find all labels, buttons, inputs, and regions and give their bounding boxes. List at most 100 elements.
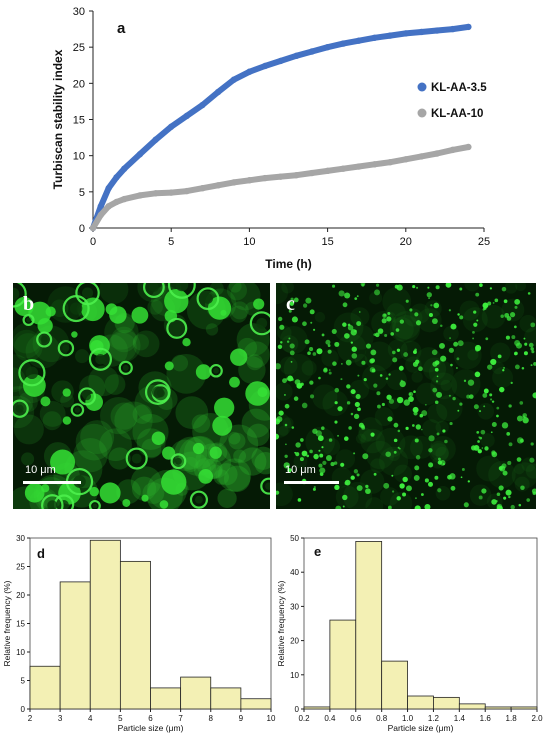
small-droplet (361, 360, 366, 365)
small-droplet (337, 406, 343, 412)
small-droplet (373, 472, 377, 476)
small-droplet (354, 329, 357, 333)
small-droplet (286, 340, 290, 343)
y-tick-label: 15 (73, 115, 85, 127)
small-droplet (499, 386, 505, 393)
haze-blob (388, 449, 401, 462)
haze-blob (430, 440, 447, 457)
haze-blob (281, 335, 299, 353)
haze-blob (370, 458, 385, 474)
small-droplet (491, 400, 495, 403)
x-tick-label: 5 (168, 236, 174, 248)
small-droplet (383, 482, 390, 489)
small-droplet (473, 404, 479, 410)
y-tick-label: 20 (16, 591, 25, 600)
haze-blob (513, 463, 525, 475)
small-droplet (291, 316, 298, 323)
small-droplet (416, 286, 419, 289)
haze-blob (335, 449, 356, 469)
small-droplet (393, 450, 397, 454)
x-tick-label: 2.0 (531, 714, 543, 723)
small-droplet (387, 312, 391, 315)
small-droplet (342, 302, 348, 308)
small-droplet (421, 410, 428, 417)
haze-blob (429, 435, 456, 462)
small-droplet (291, 378, 294, 381)
small-droplet (437, 488, 442, 493)
small-droplet (501, 286, 507, 292)
small-droplet (313, 328, 316, 331)
small-droplet (487, 364, 493, 370)
small-droplet (328, 371, 332, 375)
y-axis-title: Relative frequency (%) (276, 580, 286, 666)
haze-blob (314, 311, 326, 323)
haze-blob (131, 476, 157, 501)
small-droplet (375, 283, 380, 287)
haze-blob (477, 403, 495, 420)
bright-cluster (182, 338, 191, 347)
haze-blob (215, 463, 238, 486)
small-droplet (288, 337, 291, 340)
haze-blob (451, 369, 481, 399)
bright-cluster (195, 364, 212, 380)
haze-blob (476, 455, 503, 482)
small-droplet (344, 436, 349, 441)
small-droplet (413, 350, 417, 354)
small-droplet (354, 297, 358, 300)
haze-blob (276, 283, 289, 305)
haze-blob (435, 485, 451, 501)
small-droplet (278, 316, 283, 322)
small-droplet (284, 403, 290, 409)
x-axis-title: Particle size (μm) (388, 723, 454, 733)
small-droplet (288, 309, 292, 313)
small-droplet (392, 357, 398, 363)
small-droplet (322, 460, 327, 465)
histogram-bar (119, 560, 151, 710)
small-droplet (386, 394, 392, 400)
histogram-bar (458, 703, 486, 710)
small-droplet (496, 492, 501, 497)
histogram-bar (210, 687, 242, 710)
small-droplet (476, 319, 479, 322)
data-point (340, 165, 347, 172)
haze-blob (358, 417, 383, 442)
small-droplet (327, 344, 331, 347)
haze-blob (108, 329, 141, 362)
small-droplet (309, 309, 315, 315)
x-tick-label: 7 (178, 714, 183, 723)
haze-blob (409, 303, 431, 324)
small-droplet (531, 350, 535, 354)
bright-cluster (62, 416, 72, 425)
data-point (214, 88, 222, 96)
small-droplet (325, 455, 332, 461)
haze-blob (42, 411, 62, 431)
histogram-bar (484, 706, 512, 710)
small-droplet (467, 379, 475, 386)
haze-blob (421, 419, 442, 439)
small-droplet (310, 321, 313, 324)
small-droplet (397, 446, 400, 449)
droplet-ring (167, 283, 196, 299)
panel-label-d: d (37, 546, 45, 561)
haze-blob (389, 317, 414, 342)
haze-blob (132, 330, 160, 358)
haze-blob (389, 491, 413, 509)
haze-blob (279, 356, 298, 375)
small-droplet (459, 315, 464, 320)
haze-blob (519, 314, 536, 333)
small-droplet (424, 504, 431, 509)
legend-label-1: KL-AA-10 (431, 108, 483, 120)
haze-blob (429, 443, 449, 463)
small-droplet (469, 394, 474, 399)
haze-blob (88, 365, 119, 397)
droplet-ring (18, 359, 46, 387)
small-droplet (340, 462, 345, 467)
droplet-core (172, 323, 182, 334)
data-point (261, 62, 269, 70)
droplet-core (83, 392, 91, 401)
droplet-core (148, 283, 159, 293)
small-droplet (415, 455, 421, 460)
small-droplet (344, 292, 351, 299)
haze-blob (73, 437, 108, 473)
small-droplet (514, 352, 517, 356)
